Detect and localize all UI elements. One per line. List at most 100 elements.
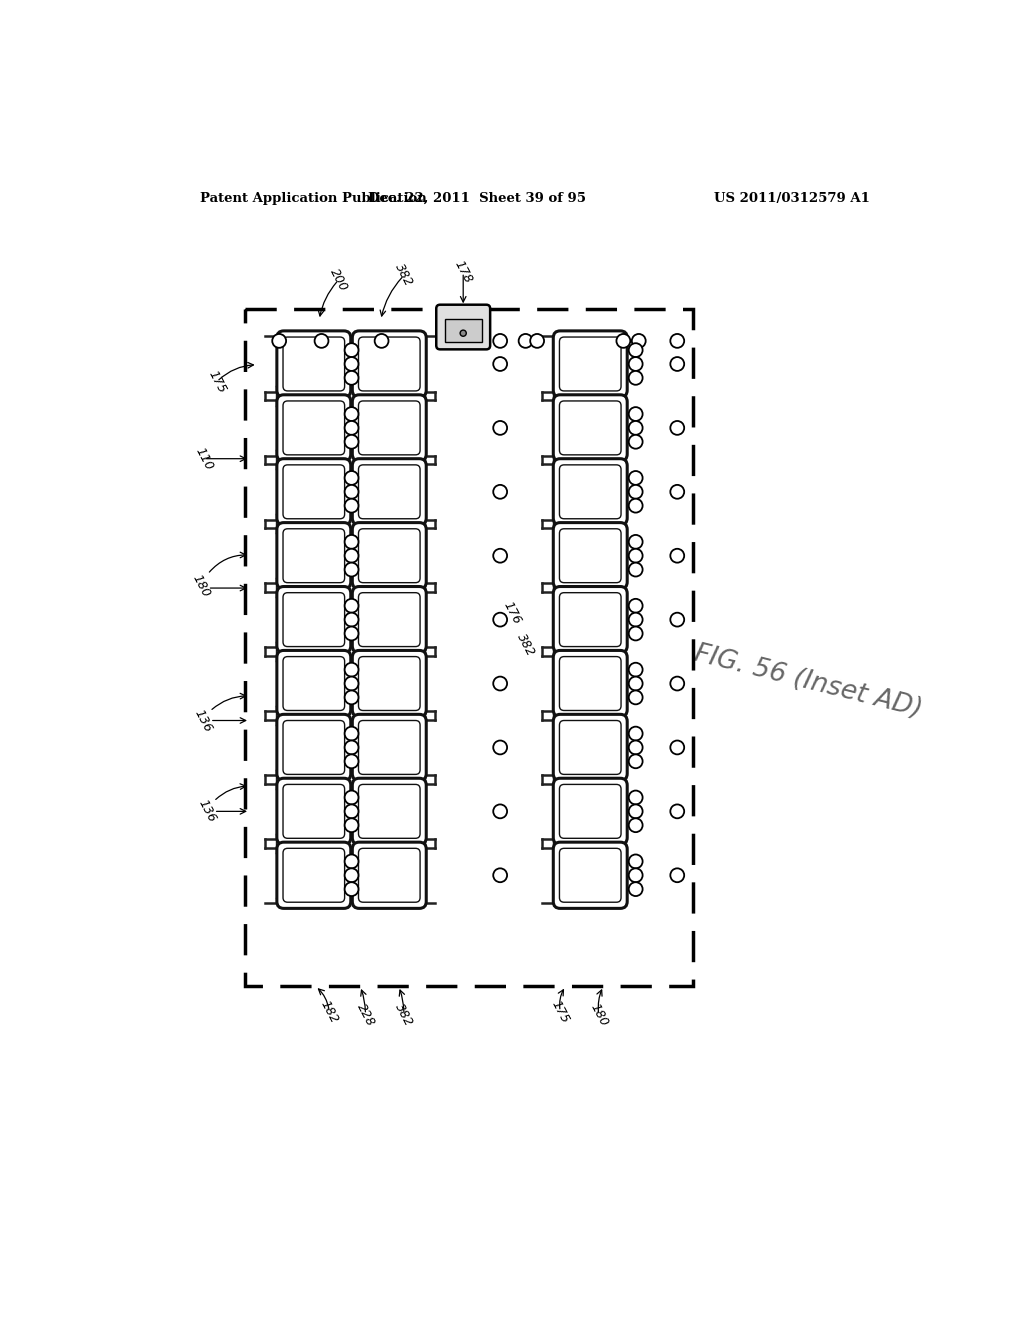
Circle shape: [629, 804, 643, 818]
Text: 382: 382: [392, 261, 416, 289]
FancyBboxPatch shape: [559, 593, 621, 647]
Circle shape: [345, 599, 358, 612]
FancyBboxPatch shape: [276, 651, 351, 717]
FancyBboxPatch shape: [283, 721, 345, 775]
FancyBboxPatch shape: [276, 714, 351, 780]
FancyBboxPatch shape: [352, 523, 426, 589]
FancyBboxPatch shape: [553, 331, 628, 397]
Text: Patent Application Publication: Patent Application Publication: [200, 191, 427, 205]
Text: 175: 175: [206, 368, 228, 396]
Text: Dec. 22, 2011  Sheet 39 of 95: Dec. 22, 2011 Sheet 39 of 95: [368, 191, 586, 205]
FancyBboxPatch shape: [559, 529, 621, 582]
Circle shape: [671, 741, 684, 755]
Circle shape: [345, 471, 358, 484]
FancyBboxPatch shape: [276, 523, 351, 589]
FancyBboxPatch shape: [358, 337, 420, 391]
FancyBboxPatch shape: [559, 656, 621, 710]
Circle shape: [629, 407, 643, 421]
FancyBboxPatch shape: [283, 656, 345, 710]
Text: 200: 200: [327, 267, 350, 294]
Circle shape: [671, 549, 684, 562]
Circle shape: [345, 804, 358, 818]
Text: 178: 178: [452, 259, 474, 286]
Circle shape: [345, 741, 358, 755]
FancyBboxPatch shape: [358, 529, 420, 582]
Circle shape: [345, 484, 358, 499]
FancyBboxPatch shape: [559, 337, 621, 391]
FancyBboxPatch shape: [559, 784, 621, 838]
FancyBboxPatch shape: [553, 586, 628, 653]
Circle shape: [345, 371, 358, 385]
Circle shape: [629, 549, 643, 562]
Circle shape: [530, 334, 544, 348]
Circle shape: [345, 791, 358, 804]
Circle shape: [345, 562, 358, 577]
Bar: [245, 309, 692, 986]
Circle shape: [494, 869, 507, 882]
Circle shape: [629, 854, 643, 869]
Circle shape: [494, 741, 507, 755]
Circle shape: [494, 334, 507, 348]
FancyBboxPatch shape: [283, 529, 345, 582]
FancyBboxPatch shape: [352, 714, 426, 780]
Circle shape: [671, 358, 684, 371]
Circle shape: [671, 869, 684, 882]
Circle shape: [671, 804, 684, 818]
FancyBboxPatch shape: [276, 395, 351, 461]
FancyBboxPatch shape: [352, 459, 426, 525]
Circle shape: [272, 334, 286, 348]
FancyBboxPatch shape: [559, 465, 621, 519]
Circle shape: [494, 804, 507, 818]
FancyBboxPatch shape: [358, 593, 420, 647]
FancyBboxPatch shape: [358, 401, 420, 455]
FancyBboxPatch shape: [358, 721, 420, 775]
Circle shape: [629, 484, 643, 499]
Circle shape: [345, 407, 358, 421]
Circle shape: [671, 677, 684, 690]
FancyBboxPatch shape: [276, 586, 351, 653]
FancyBboxPatch shape: [276, 842, 351, 908]
FancyBboxPatch shape: [352, 651, 426, 717]
Circle shape: [629, 663, 643, 677]
FancyBboxPatch shape: [283, 337, 345, 391]
Text: 110: 110: [193, 445, 215, 473]
Circle shape: [671, 484, 684, 499]
FancyBboxPatch shape: [553, 459, 628, 525]
Circle shape: [629, 869, 643, 882]
Text: US 2011/0312579 A1: US 2011/0312579 A1: [714, 191, 869, 205]
Circle shape: [671, 612, 684, 627]
Circle shape: [345, 677, 358, 690]
Text: 228: 228: [354, 1001, 377, 1028]
FancyBboxPatch shape: [352, 779, 426, 845]
Circle shape: [460, 330, 466, 337]
FancyBboxPatch shape: [436, 305, 490, 350]
Circle shape: [629, 371, 643, 385]
Circle shape: [345, 612, 358, 627]
Bar: [444, 319, 481, 342]
Circle shape: [518, 334, 532, 348]
Circle shape: [671, 334, 684, 348]
FancyBboxPatch shape: [358, 656, 420, 710]
Text: FIG. 56 (Inset AD): FIG. 56 (Inset AD): [691, 642, 925, 723]
FancyBboxPatch shape: [553, 842, 628, 908]
Text: 180: 180: [190, 572, 213, 599]
Circle shape: [629, 677, 643, 690]
Circle shape: [345, 358, 358, 371]
FancyBboxPatch shape: [283, 465, 345, 519]
Text: 176: 176: [501, 599, 523, 627]
Circle shape: [375, 334, 388, 348]
FancyBboxPatch shape: [276, 779, 351, 845]
Circle shape: [345, 882, 358, 896]
Circle shape: [494, 358, 507, 371]
Circle shape: [345, 499, 358, 512]
Circle shape: [494, 484, 507, 499]
Circle shape: [629, 343, 643, 358]
Circle shape: [629, 882, 643, 896]
Circle shape: [629, 741, 643, 755]
FancyBboxPatch shape: [352, 842, 426, 908]
Circle shape: [629, 535, 643, 549]
FancyBboxPatch shape: [553, 395, 628, 461]
Text: 180: 180: [588, 1001, 610, 1028]
FancyBboxPatch shape: [559, 849, 621, 903]
Circle shape: [345, 663, 358, 677]
